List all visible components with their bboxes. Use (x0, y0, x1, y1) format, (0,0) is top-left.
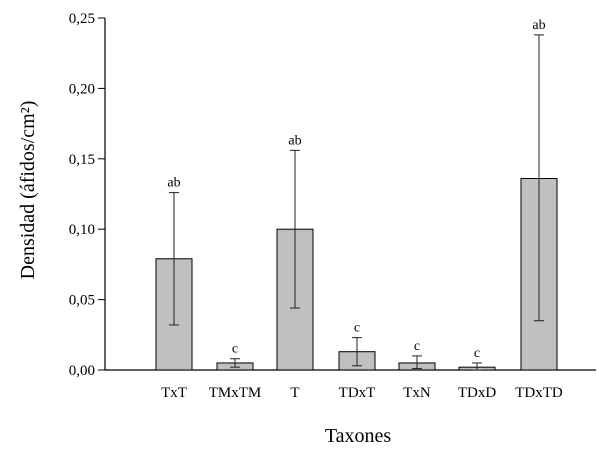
x-axis-label: Taxones (325, 425, 392, 447)
x-tick-label: TxT (161, 385, 187, 401)
significance-label: ab (288, 133, 301, 148)
significance-label: c (474, 346, 480, 361)
significance-label: ab (167, 176, 180, 191)
y-axis-label: Densidad (áfidos/cm²) (17, 101, 39, 280)
x-tick-label: TMxTM (209, 385, 262, 401)
significance-label: c (232, 342, 238, 357)
y-tick-label: 0,10 (69, 222, 95, 238)
significance-label: ab (532, 18, 545, 33)
y-tick-label: 0,00 (69, 363, 95, 379)
x-tick-label: TDxD (458, 385, 496, 401)
x-tick-label: TDxTD (515, 385, 563, 401)
significance-label: c (414, 339, 420, 354)
y-tick-label: 0,25 (69, 11, 95, 27)
y-tick-label: 0,15 (69, 152, 95, 168)
y-tick-label: 0,20 (69, 81, 95, 97)
y-tick-label: 0,05 (69, 293, 95, 309)
plot-area: 0,00 0,05 0,10 0,15 0,20 0,25 ab TxT c TMxTM ab Tc T… (69, 11, 596, 401)
x-tick-label: TxN (403, 385, 431, 401)
x-tick-label: T (290, 385, 299, 401)
x-tick-label: TDxT (339, 385, 376, 401)
significance-label: c (354, 321, 360, 336)
